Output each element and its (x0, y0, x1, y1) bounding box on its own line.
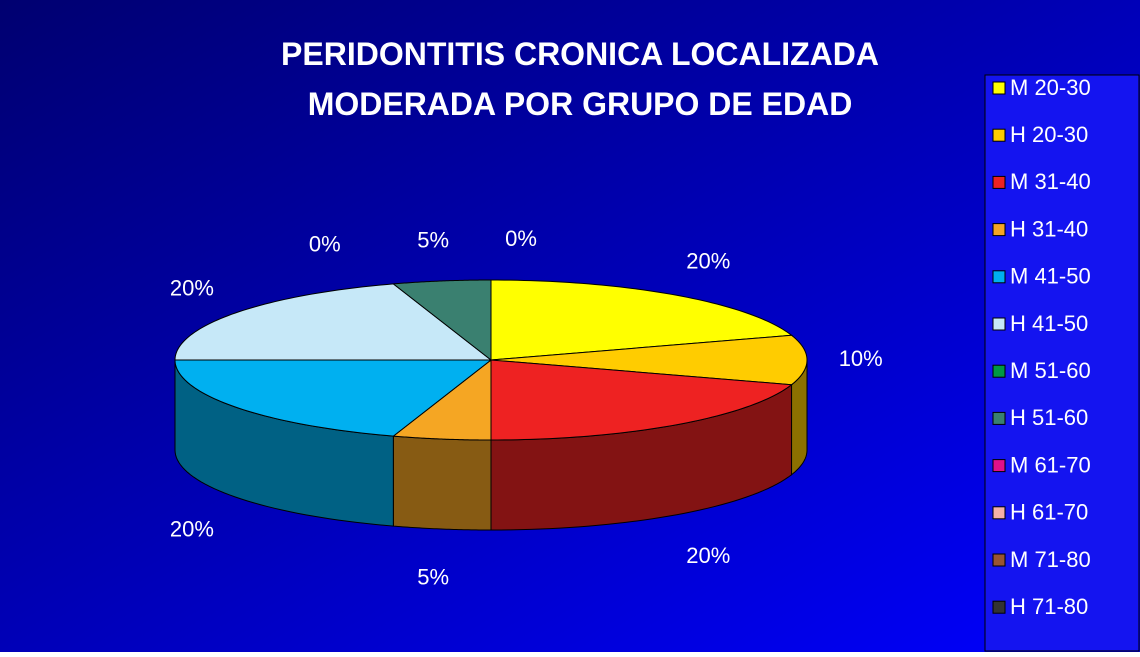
legend-label: M 31-40 (1010, 169, 1091, 194)
legend-label: H 51-60 (1010, 405, 1088, 430)
chart-title: PERIDONTITIS CRONICA LOCALIZADA MODERADA … (281, 36, 879, 122)
legend-swatch (992, 175, 1006, 189)
data-label: 10% (839, 346, 883, 371)
legend-swatch (992, 223, 1006, 237)
slice (392, 279, 492, 362)
data-label: 20% (170, 275, 214, 300)
legend-swatch (992, 128, 1006, 142)
legend-label: M 51-60 (1010, 358, 1091, 383)
slice (174, 283, 493, 361)
slice (392, 358, 492, 441)
legend-swatch (992, 81, 1006, 95)
data-label: 20% (686, 543, 730, 568)
legend-label: M 71-80 (1010, 547, 1091, 572)
legend-swatch (992, 459, 1006, 473)
legend-swatch (992, 411, 1006, 425)
slice-side (392, 435, 492, 531)
slice (490, 359, 793, 441)
legend-label: H 31-40 (1010, 216, 1088, 241)
legend-swatch (992, 600, 1006, 614)
legend-swatch (992, 317, 1006, 331)
slice (174, 359, 493, 437)
legend-label: H 71-80 (1010, 594, 1088, 619)
legend-label: M 61-70 (1010, 452, 1091, 477)
data-label: 20% (170, 516, 214, 541)
legend-box (984, 74, 1140, 652)
data-label: 5% (417, 227, 449, 252)
legend-swatch (992, 553, 1006, 567)
data-label: 0% (505, 226, 537, 251)
slice (490, 279, 793, 361)
legend-swatch (992, 506, 1006, 520)
data-label: 0% (309, 232, 341, 257)
slice (490, 334, 808, 386)
data-label: 5% (417, 564, 449, 589)
legend-label: H 20-30 (1010, 122, 1088, 147)
legend-label: H 41-50 (1010, 311, 1088, 336)
legend-label: M 20-30 (1010, 75, 1091, 100)
legend-swatch (992, 270, 1006, 284)
legend-label: H 61-70 (1010, 500, 1088, 525)
data-label: 20% (686, 249, 730, 274)
legend-label: M 41-50 (1010, 264, 1091, 289)
legend-swatch (992, 364, 1006, 378)
